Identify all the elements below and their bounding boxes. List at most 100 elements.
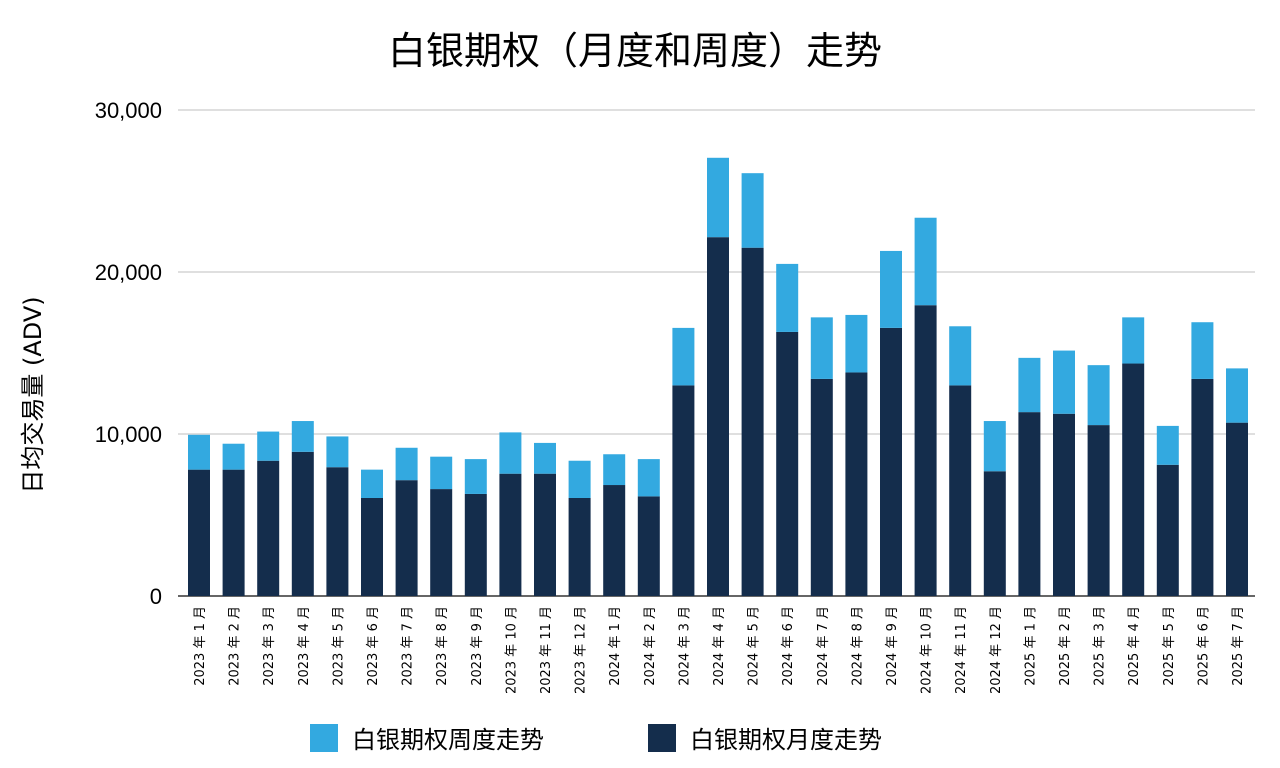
x-tick-label: 2025 年 5 月 — [1162, 606, 1177, 686]
bar-weekly — [222, 443, 245, 470]
x-tick-label: 2025 年 6 月 — [1196, 606, 1211, 686]
bar-weekly — [568, 460, 591, 498]
x-tick-label: 2024 年 10 月 — [920, 606, 935, 694]
x-tick-label: 2024 年 5 月 — [747, 606, 762, 686]
bar-weekly — [361, 469, 383, 498]
bar-weekly — [880, 250, 902, 328]
bar-weekly — [1191, 322, 1214, 379]
bar-monthly — [361, 497, 383, 596]
x-tick-label: 2023 年 4 月 — [297, 606, 312, 686]
bar-weekly — [776, 263, 799, 332]
bar-monthly — [810, 378, 833, 596]
x-tick-label: 2025 年 2 月 — [1058, 606, 1073, 686]
bar-weekly — [1156, 425, 1179, 465]
bar-monthly — [534, 473, 556, 596]
x-tick-label: 2023 年 10 月 — [504, 606, 519, 694]
bar-monthly — [291, 451, 314, 596]
x-tick-label: 2024 年 3 月 — [677, 606, 692, 686]
bar-monthly — [1018, 412, 1041, 596]
x-tick-label: 2024 年 1 月 — [608, 606, 623, 686]
bar-weekly — [707, 157, 729, 238]
bar-monthly — [949, 385, 972, 596]
x-tick-label: 2023 年 5 月 — [331, 606, 346, 686]
bar-monthly — [1191, 378, 1214, 596]
bar-monthly — [188, 469, 210, 596]
bar-monthly — [1087, 425, 1110, 596]
x-tick-label: 2024 年 6 月 — [781, 606, 796, 686]
bar-weekly — [534, 442, 556, 474]
bar-weekly — [326, 436, 349, 468]
bar-weekly — [395, 447, 418, 481]
bar-monthly — [326, 467, 349, 596]
x-tick-label: 2024 年 12 月 — [989, 606, 1004, 694]
x-tick-label: 2023 年 7 月 — [401, 606, 416, 686]
x-tick-label: 2023 年 12 月 — [574, 606, 589, 694]
bar-monthly — [395, 480, 418, 596]
bar-weekly — [1087, 365, 1110, 426]
bar-monthly — [222, 469, 245, 596]
chart-title: 白银期权（月度和周度）走势 — [387, 29, 882, 73]
bar-monthly — [568, 497, 591, 596]
x-tick-label: 2023 年 6 月 — [366, 606, 381, 686]
x-tick-label: 2023 年 2 月 — [228, 606, 243, 686]
bar-monthly — [672, 385, 695, 596]
bar-weekly — [464, 459, 487, 494]
bar-weekly — [257, 431, 280, 461]
bar-monthly — [880, 327, 902, 596]
bar-weekly — [291, 421, 314, 452]
bar-monthly — [1122, 363, 1145, 596]
bar-monthly — [430, 489, 453, 596]
bar-weekly — [499, 432, 522, 474]
bar-weekly — [637, 459, 660, 497]
legend-label-monthly: 白银期权月度走势 — [690, 726, 882, 754]
legend-item-monthly: 白银期权月度走势 — [648, 720, 882, 755]
legend-item-weekly: 白银期权周度走势 — [310, 720, 544, 755]
bar-monthly — [257, 460, 280, 596]
bar-monthly — [707, 237, 729, 597]
bar-monthly — [914, 305, 937, 596]
x-tick-label: 2024 年 11 月 — [954, 606, 969, 694]
x-tick-label: 2023 年 3 月 — [262, 606, 277, 686]
y-axis-ticks: 0 10,000 20,000 30,000 — [95, 98, 162, 609]
bar-weekly — [1122, 317, 1145, 364]
bar-weekly — [741, 173, 764, 248]
x-tick-label: 2025 年 4 月 — [1127, 606, 1142, 686]
bar-weekly — [983, 421, 1006, 472]
bar-weekly — [1018, 357, 1041, 413]
bar-monthly — [741, 247, 764, 596]
bar-weekly — [914, 217, 937, 306]
x-tick-label: 2025 年 3 月 — [1093, 606, 1108, 686]
bar-weekly — [603, 454, 626, 486]
legend-swatch-weekly — [310, 723, 338, 752]
x-tick-label: 2024 年 7 月 — [816, 606, 831, 686]
bar-monthly — [1156, 464, 1179, 596]
bar-monthly — [499, 473, 522, 596]
bar-monthly — [1226, 422, 1248, 596]
bar-weekly — [188, 434, 210, 470]
x-tick-label: 2024 年 2 月 — [643, 606, 658, 686]
bar-monthly — [603, 485, 626, 596]
bar-monthly — [464, 493, 487, 596]
bar-monthly — [1053, 413, 1075, 596]
x-tick-label: 2023 年 11 月 — [539, 606, 554, 694]
y-tick-label: 10,000 — [95, 422, 162, 447]
x-tick-label: 2024 年 9 月 — [885, 606, 900, 686]
x-axis-ticks: 2023 年 1 月 2023 年 2 月 2023 年 3 月 2023 年 4 月… — [193, 606, 1246, 694]
bar-monthly — [776, 331, 799, 596]
bar-monthly — [983, 471, 1006, 596]
y-axis-label: 日均交易量 (ADV) — [19, 296, 47, 493]
x-tick-label: 2023 年 9 月 — [470, 606, 485, 686]
x-tick-label: 2025 年 7 月 — [1231, 606, 1246, 686]
bar-weekly — [430, 456, 453, 490]
x-tick-label: 2025 年 1 月 — [1023, 606, 1038, 686]
bar-monthly — [637, 496, 660, 596]
legend-swatch-monthly — [648, 723, 676, 752]
y-tick-label: 30,000 — [95, 98, 162, 123]
bar-weekly — [949, 326, 972, 386]
bar-monthly — [845, 372, 868, 596]
legend-label-weekly: 白银期权周度走势 — [352, 726, 544, 754]
x-tick-label: 2024 年 8 月 — [850, 606, 865, 686]
bars — [188, 157, 1248, 597]
y-tick-label: 0 — [150, 584, 162, 609]
